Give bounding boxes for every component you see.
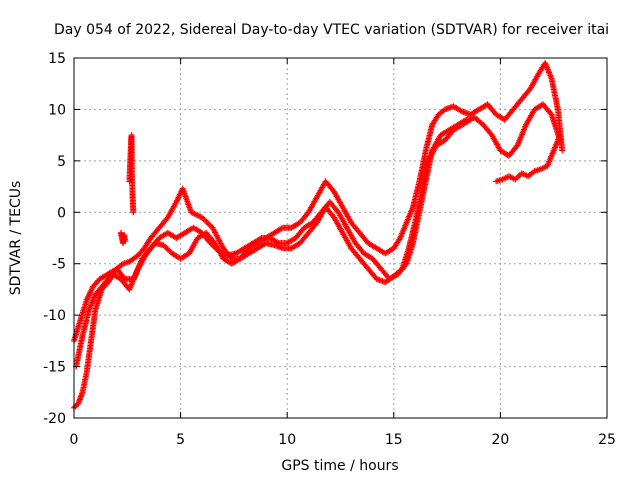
data-point: [467, 116, 474, 123]
x-tick-label: 20: [491, 432, 509, 448]
data-point: [72, 403, 79, 410]
data-point: [164, 246, 171, 253]
data-points: [71, 60, 566, 411]
data-point: [130, 209, 137, 216]
x-tick-label: 10: [278, 432, 296, 448]
y-tick-label: -10: [43, 308, 66, 324]
y-tick-label: -20: [43, 411, 66, 427]
x-tick-label: 0: [70, 432, 79, 448]
data-point: [160, 242, 167, 249]
y-tick-label: 5: [57, 154, 66, 170]
y-tick-label: 15: [48, 51, 66, 67]
data-point: [559, 147, 566, 154]
x-tick-label: 15: [385, 432, 403, 448]
x-axis-label: GPS time / hours: [281, 458, 398, 474]
chart-title: Day 054 of 2022, Sidereal Day-to-day VTE…: [54, 22, 609, 38]
y-tick-label: -5: [52, 257, 66, 273]
y-axis-label: SDTVAR / TECUs: [8, 181, 24, 296]
x-tick-label: 25: [598, 432, 616, 448]
x-tick-label: 5: [176, 432, 185, 448]
data-point: [166, 247, 173, 254]
axis-ticks: 0 5 10 15 20 25 -20 -15 -10 -5 0 5 10 15: [43, 51, 616, 448]
data-point: [557, 132, 564, 139]
data-point: [122, 238, 129, 245]
data-point: [163, 244, 170, 251]
y-tick-label: -15: [43, 360, 66, 376]
y-tick-label: 0: [57, 205, 66, 221]
y-tick-label: 10: [48, 102, 66, 118]
plot-frame: [73, 57, 608, 419]
grid: [74, 58, 607, 418]
